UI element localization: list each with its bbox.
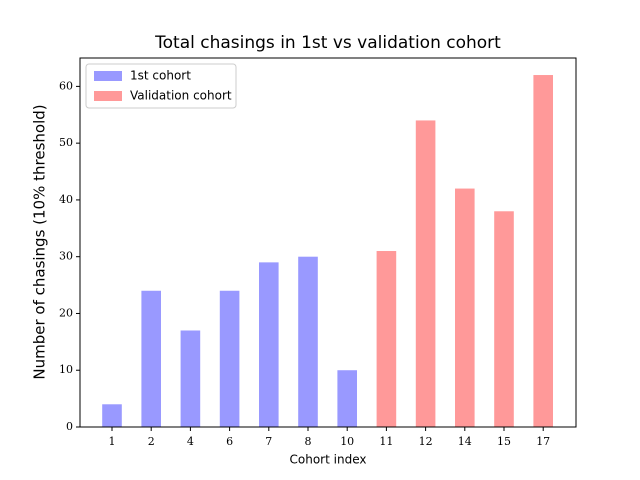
bar [533,75,553,428]
bar [376,251,397,427]
x-tick-label: 15 [497,435,511,448]
y-axis-label: Number of chasings (10% threshold) [31,104,49,379]
x-tick-label: 4 [187,435,194,448]
x-tick-label: 14 [458,435,472,448]
y-tick-label: 40 [59,193,73,206]
x-tick-label: 12 [419,435,433,448]
bar [415,120,436,427]
y-tick-label: 30 [59,250,73,263]
legend-swatch [94,91,122,101]
legend-box [85,63,237,109]
y-tick-label: 50 [59,136,73,149]
bar [494,211,514,427]
bar [102,404,122,427]
x-tick-label: 1 [109,435,116,448]
bar [180,330,201,427]
bar [141,290,161,427]
legend-label: Validation cohort [130,89,232,103]
x-tick-label: 17 [536,435,550,448]
x-tick-label: 11 [379,435,393,448]
bar [219,290,240,427]
legend-swatch [94,71,122,81]
bar [337,370,357,427]
bar [455,188,475,427]
x-tick-label: 6 [226,435,233,448]
y-tick-label: 0 [66,420,73,433]
chart-title: Total chasings in 1st vs validation coho… [154,33,501,53]
y-tick-label: 10 [59,363,73,376]
x-tick-label: 8 [305,435,312,448]
x-tick-label: 2 [148,435,155,448]
y-tick-label: 60 [59,79,73,92]
x-axis-label: Cohort index [290,453,367,467]
bar [259,262,279,427]
legend-label: 1st cohort [130,69,191,83]
x-tick-label: 10 [340,435,354,448]
bar [298,256,318,427]
x-tick-label: 7 [265,435,272,448]
plot-frame [79,57,577,428]
y-tick-label: 20 [59,306,73,319]
